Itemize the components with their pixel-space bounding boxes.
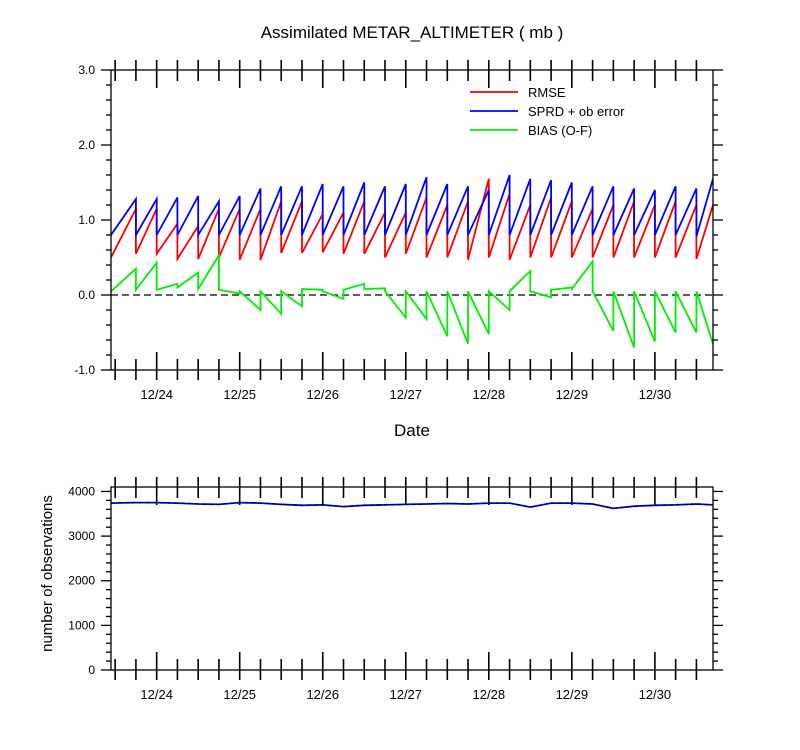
chart-title: Assimilated METAR_ALTIMETER ( mb )	[261, 23, 564, 42]
chart-top-panel: -1.0 0.0 1.0 2.0 3.0 12/24 12/25 12/26 12/27 12/2…	[74, 23, 723, 440]
x-tick-label: 12/26	[306, 687, 339, 702]
x-tick-label: 12/28	[473, 387, 506, 402]
y-tick-label: 4000	[68, 484, 95, 498]
y-tick-label: 3.0	[78, 63, 95, 77]
x-tick-label: 12/30	[639, 387, 672, 402]
x-tick-label: 12/29	[556, 387, 589, 402]
x-tick-label: 12/30	[639, 687, 672, 702]
x-tick-label: 12/29	[556, 687, 589, 702]
x-tick-label: 12/26	[306, 387, 339, 402]
y-tick-label: 2000	[68, 574, 95, 588]
legend-label: SPRD + ob error	[528, 104, 625, 119]
y-tick-label: 2.0	[78, 138, 95, 152]
x-tick-label: 12/25	[223, 687, 256, 702]
series-group	[111, 174, 713, 348]
y-ticks	[101, 69, 723, 371]
y-tick-label: 1000	[68, 618, 95, 632]
x-tick-label: 12/27	[389, 387, 422, 402]
x-tick-label: 12/27	[389, 687, 422, 702]
plot-frame	[110, 69, 714, 371]
y-tick-label: 3000	[68, 529, 95, 543]
y-tick-label: -1.0	[74, 363, 95, 377]
series-group	[111, 501, 713, 510]
series-line-bias-o-f	[111, 252, 713, 348]
series-line-sprd-ob-error	[111, 174, 713, 239]
x-tick-label: 12/24	[140, 687, 173, 702]
y-axis-label: number of observations	[39, 495, 56, 652]
x-ticks	[114, 60, 698, 380]
y-tick-label: 0	[88, 663, 95, 677]
x-tick-label: 12/28	[473, 687, 506, 702]
legend-label: RMSE	[528, 85, 566, 100]
y-ticks	[101, 490, 723, 671]
legend: RMSE SPRD + ob error BIAS (O-F)	[470, 85, 625, 138]
plot-frame	[110, 486, 714, 671]
x-axis-label: Date	[394, 421, 430, 440]
y-tick-label: 0.0	[78, 288, 95, 302]
chart-bottom-panel: 0 1000 2000 3000 4000 12/24 12/25 12/26 12/27 12/…	[39, 477, 723, 702]
series-line-obs-1	[111, 502, 713, 509]
legend-label: BIAS (O-F)	[528, 123, 592, 138]
x-tick-label: 12/25	[223, 387, 256, 402]
y-tick-label: 1.0	[78, 213, 95, 227]
x-tick-label: 12/24	[140, 387, 173, 402]
